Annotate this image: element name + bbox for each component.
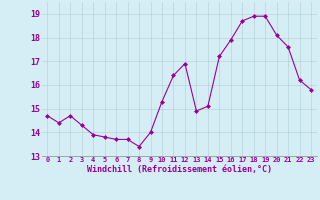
X-axis label: Windchill (Refroidissement éolien,°C): Windchill (Refroidissement éolien,°C) (87, 165, 272, 174)
